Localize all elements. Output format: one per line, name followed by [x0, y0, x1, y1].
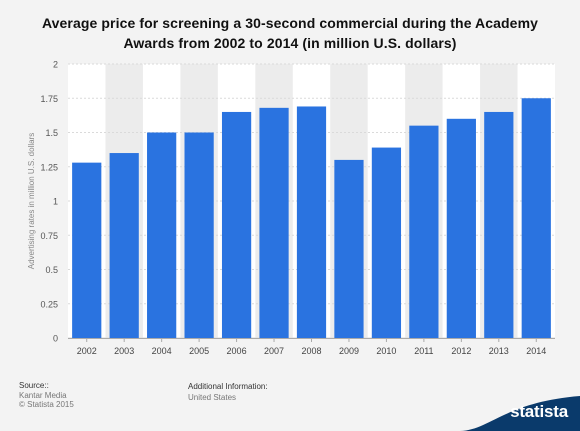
x-tick-label: 2008 — [301, 346, 321, 356]
source-line-1: © Statista 2015 — [19, 400, 74, 409]
y-tick-label: 0.75 — [40, 231, 58, 241]
source-line-0: Kantar Media — [19, 390, 67, 400]
bar — [259, 107, 289, 338]
x-tick-label: 2002 — [77, 346, 97, 356]
statista-logo: statista — [460, 396, 580, 431]
bar — [296, 106, 327, 338]
bar — [221, 111, 252, 338]
additional-info-label: Additional Information: — [188, 382, 268, 391]
y-tick-label: 1.75 — [40, 94, 58, 104]
x-tick-label: 2010 — [376, 346, 396, 356]
bar — [184, 132, 214, 338]
x-tick-label: 2003 — [114, 346, 134, 356]
bar — [446, 118, 476, 338]
x-tick-label: 2007 — [264, 346, 284, 356]
source-label: Source:: — [19, 381, 49, 390]
bar — [147, 132, 177, 338]
x-tick-label: 2006 — [227, 346, 247, 356]
y-tick-label: 0.5 — [45, 265, 58, 275]
x-tick-label: 2005 — [189, 346, 209, 356]
bar — [521, 98, 551, 338]
bar — [371, 147, 402, 338]
x-tick-label: 2011 — [414, 346, 433, 356]
y-tick-label: 0 — [53, 334, 58, 344]
bar — [109, 153, 139, 338]
x-tick-label: 2013 — [489, 346, 509, 356]
y-tick-label: 1 — [53, 197, 58, 207]
y-tick-label: 1.25 — [40, 162, 58, 172]
additional-info-block: Additional Information: United States — [188, 381, 268, 403]
source-block: Source:: Kantar Media © Statista 2015 — [19, 381, 74, 410]
brand-name: statista — [510, 402, 568, 421]
y-axis-label: Advertising rates in million U.S. dollar… — [27, 133, 36, 270]
x-tick-label: 2014 — [526, 346, 546, 356]
additional-info-value: United States — [188, 393, 237, 402]
chart-title: Average price for screening a 30-second … — [41, 15, 539, 51]
y-tick-label: 2 — [53, 60, 58, 70]
bar — [409, 125, 439, 339]
y-tick-label: 1.5 — [45, 128, 58, 138]
brand-wave-icon — [460, 396, 580, 431]
bar — [72, 162, 102, 338]
x-tick-label: 2009 — [339, 346, 359, 356]
bar — [484, 111, 514, 338]
bar — [334, 159, 364, 338]
x-tick-label: 2012 — [451, 346, 471, 356]
x-tick-label: 2004 — [152, 346, 172, 356]
y-tick-label: 0.25 — [40, 299, 58, 309]
